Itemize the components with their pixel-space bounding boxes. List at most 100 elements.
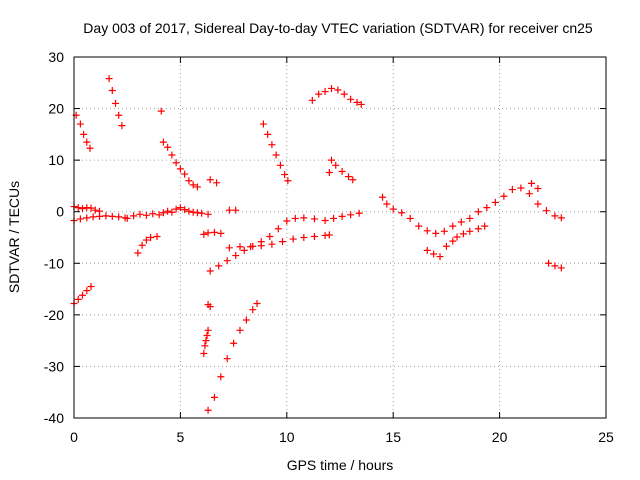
data-point bbox=[217, 229, 225, 237]
data-point bbox=[118, 122, 126, 130]
x-tick-label: 25 bbox=[598, 429, 614, 445]
data-point bbox=[142, 236, 150, 244]
data-point bbox=[274, 225, 282, 233]
data-point bbox=[557, 264, 565, 272]
data-point bbox=[149, 210, 157, 218]
data-point bbox=[159, 138, 167, 146]
data-point bbox=[181, 206, 189, 214]
data-point bbox=[383, 200, 391, 208]
y-tick-label: 10 bbox=[48, 152, 64, 168]
data-point bbox=[164, 207, 172, 215]
data-point bbox=[415, 222, 423, 230]
data-point bbox=[155, 211, 163, 219]
data-point bbox=[272, 151, 280, 159]
data-point bbox=[210, 393, 218, 401]
data-point bbox=[259, 120, 267, 128]
data-point bbox=[284, 177, 292, 185]
data-point bbox=[500, 192, 508, 200]
data-point bbox=[517, 184, 525, 192]
data-point bbox=[83, 214, 91, 222]
data-point bbox=[87, 282, 95, 290]
data-point bbox=[87, 204, 95, 212]
data-point bbox=[213, 179, 221, 187]
data-point bbox=[136, 210, 144, 218]
y-tick-label: -20 bbox=[44, 307, 64, 323]
data-point bbox=[334, 86, 342, 94]
data-points bbox=[70, 75, 565, 414]
data-point bbox=[491, 198, 499, 206]
data-point bbox=[115, 111, 123, 119]
data-point bbox=[89, 213, 97, 221]
data-point bbox=[86, 144, 94, 152]
data-point bbox=[108, 212, 116, 220]
data-point bbox=[483, 204, 491, 212]
data-point bbox=[268, 240, 276, 248]
data-point bbox=[264, 130, 272, 138]
data-point bbox=[230, 339, 238, 347]
data-point bbox=[193, 183, 201, 191]
data-point bbox=[96, 212, 104, 220]
data-point bbox=[223, 257, 231, 265]
data-point bbox=[349, 176, 357, 184]
data-point bbox=[453, 233, 461, 241]
data-point bbox=[353, 98, 361, 106]
data-point bbox=[225, 206, 233, 214]
data-point bbox=[236, 243, 244, 251]
data-point bbox=[430, 250, 438, 258]
data-point bbox=[345, 173, 353, 181]
data-point bbox=[204, 326, 212, 334]
data-point bbox=[466, 227, 474, 235]
data-point bbox=[525, 190, 533, 198]
data-point bbox=[266, 232, 274, 240]
data-point bbox=[406, 214, 414, 222]
data-point bbox=[201, 342, 209, 350]
data-point bbox=[338, 212, 346, 220]
data-point bbox=[79, 205, 87, 213]
data-point bbox=[204, 406, 212, 414]
data-point bbox=[551, 262, 559, 270]
data-point bbox=[325, 231, 333, 239]
data-point bbox=[325, 169, 333, 177]
data-point bbox=[123, 214, 131, 222]
y-tick-label: 30 bbox=[48, 49, 64, 65]
data-point bbox=[283, 217, 291, 225]
data-point bbox=[332, 161, 340, 169]
data-point bbox=[172, 205, 180, 213]
data-point bbox=[215, 262, 223, 270]
data-point bbox=[545, 259, 553, 267]
data-point bbox=[327, 84, 335, 92]
data-point bbox=[474, 225, 482, 233]
data-point bbox=[300, 234, 308, 241]
y-axis-label: SDTVAR / TECUs bbox=[6, 181, 22, 293]
y-tick-label: 20 bbox=[48, 101, 64, 117]
data-point bbox=[449, 237, 457, 245]
data-point bbox=[185, 177, 193, 185]
data-point bbox=[355, 209, 363, 217]
data-point bbox=[79, 291, 87, 299]
data-point bbox=[310, 232, 318, 240]
data-point bbox=[206, 303, 214, 311]
data-point bbox=[466, 214, 474, 222]
data-point bbox=[268, 141, 276, 149]
data-point bbox=[240, 246, 248, 254]
data-point bbox=[242, 316, 250, 324]
data-point bbox=[508, 186, 516, 194]
data-point bbox=[340, 90, 348, 98]
data-point bbox=[200, 350, 208, 358]
data-point bbox=[557, 214, 565, 222]
data-point bbox=[102, 212, 110, 220]
data-point bbox=[200, 230, 208, 238]
data-point bbox=[379, 193, 387, 201]
data-point bbox=[91, 206, 99, 214]
data-point bbox=[347, 211, 355, 219]
x-tick-label: 20 bbox=[492, 429, 508, 445]
data-point bbox=[528, 179, 536, 187]
data-point bbox=[279, 238, 287, 246]
y-tick-label: -10 bbox=[44, 255, 64, 271]
data-point bbox=[164, 143, 172, 151]
data-point bbox=[474, 208, 482, 216]
data-point bbox=[138, 241, 146, 249]
plot-frame bbox=[73, 56, 607, 419]
data-point bbox=[142, 211, 150, 219]
